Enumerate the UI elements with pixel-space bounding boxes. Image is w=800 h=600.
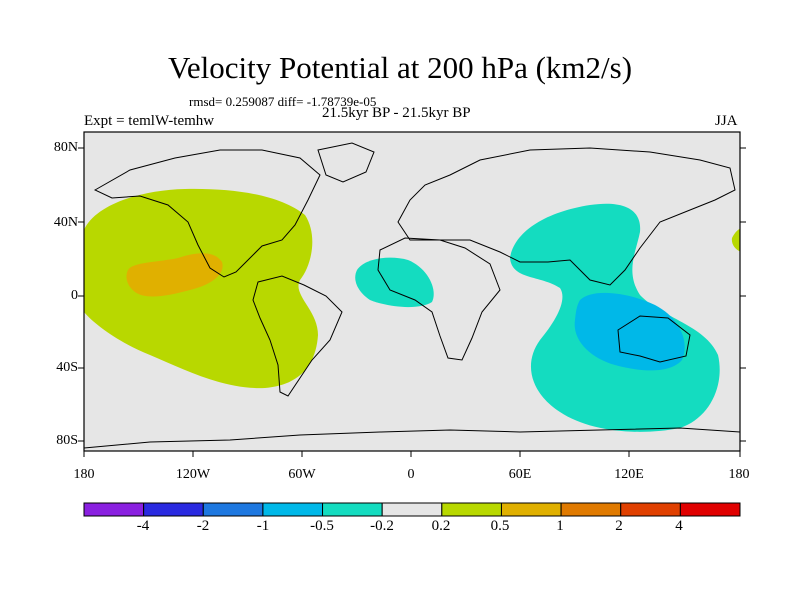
- colorbar-swatch: [441, 502, 502, 517]
- lat-label-80s: 80S: [56, 433, 78, 448]
- colorbar-label: -2: [196, 518, 210, 534]
- coastline-antarctica: [84, 427, 740, 449]
- negative-region-atlantic: [355, 257, 434, 308]
- lat-label-40s: 40S: [56, 360, 78, 375]
- negative-core: [574, 292, 685, 371]
- colorbar-swatch: [322, 502, 383, 517]
- period-label: 21.5kyr BP - 21.5kyr BP: [322, 105, 471, 121]
- colorbar-label: -0.2: [370, 518, 394, 534]
- colorbar-swatch: [500, 502, 562, 517]
- lon-label-120e: 120E: [614, 467, 644, 482]
- lon-label-120w: 120W: [175, 467, 211, 482]
- lat-label-80n: 80N: [53, 140, 78, 155]
- colorbar-label: -0.5: [310, 518, 334, 534]
- coastline-south-america: [252, 275, 343, 397]
- lat-label-0: 0: [71, 288, 78, 303]
- colorbar-label: -1: [256, 518, 270, 534]
- colorbar: [83, 502, 741, 517]
- coastline-greenland: [317, 142, 375, 183]
- lon-label-0: 0: [407, 467, 415, 482]
- colorbar-label: 2: [615, 518, 623, 534]
- page-title: Velocity Potential at 200 hPa (km2/s): [167, 50, 633, 85]
- colorbar-swatch: [202, 502, 264, 517]
- lat-label-40n: 40N: [53, 215, 78, 230]
- positive-region-east-edge: [731, 228, 740, 252]
- coastline-africa: [377, 237, 501, 361]
- season-label: JJA: [715, 113, 738, 129]
- experiment-label: Expt = temlW-temhw: [84, 113, 215, 129]
- lon-label-180w: 180: [73, 467, 95, 482]
- colorbar-swatch: [620, 502, 681, 517]
- map-frame: [83, 131, 741, 452]
- colorbar-swatch: [679, 502, 741, 517]
- colorbar-label: 1: [556, 518, 564, 534]
- stats-label: rmsd= 0.259087 diff= -1.78739e-05: [189, 94, 377, 109]
- colorbar-swatch: [262, 502, 324, 517]
- lon-label-60w: 60W: [288, 467, 316, 482]
- colorbar-label: 0.5: [490, 518, 510, 534]
- coastline-north-america: [93, 149, 321, 278]
- coastline-eurasia: [397, 147, 736, 286]
- positive-region-pacific: [84, 188, 318, 389]
- colorbar-label: 4: [675, 518, 683, 534]
- lon-label-180e: 180: [728, 467, 750, 482]
- colorbar-swatch: [560, 502, 622, 517]
- colorbar-label: -4: [136, 518, 150, 534]
- colorbar-swatch: [381, 502, 443, 517]
- colorbar-swatch: [83, 502, 145, 517]
- positive-core: [126, 253, 223, 297]
- colorbar-swatch: [143, 502, 204, 517]
- colorbar-label: 0.2: [431, 518, 451, 534]
- lon-label-60e: 60E: [508, 467, 532, 482]
- coastline-australia: [617, 315, 691, 363]
